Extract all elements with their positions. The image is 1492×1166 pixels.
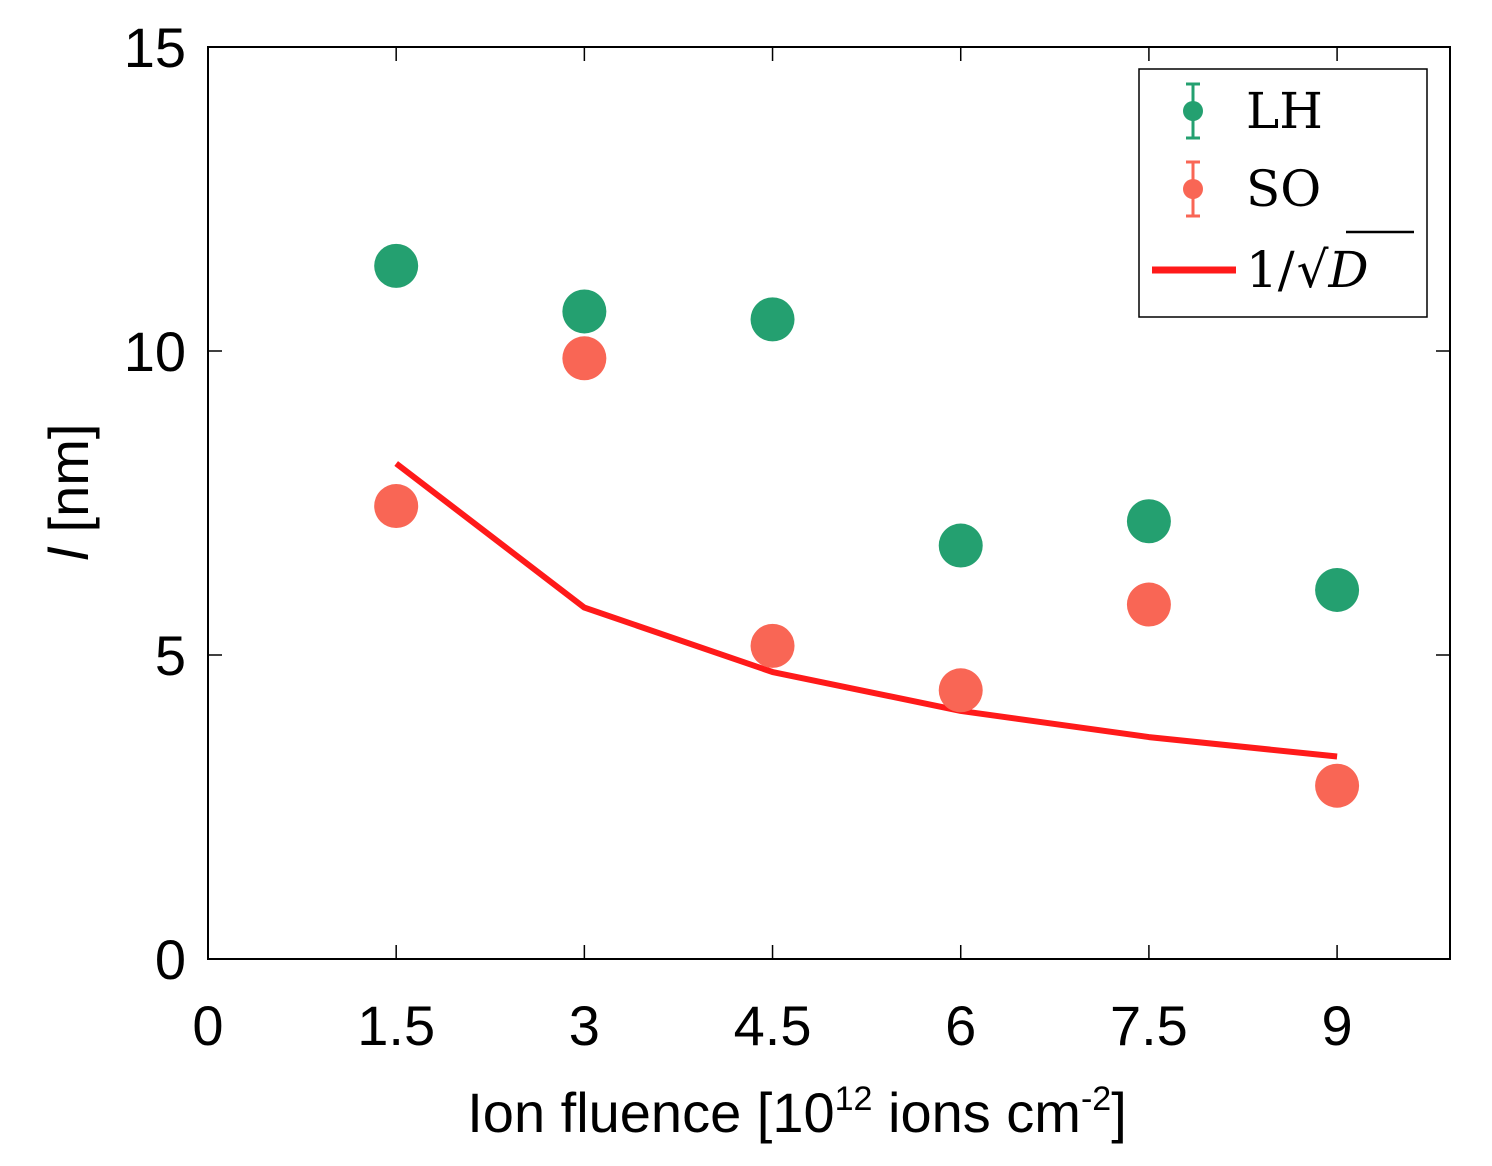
x-tick-label: 3 [569, 994, 600, 1057]
data-point-so [1315, 763, 1360, 808]
scatter-points-layer [374, 243, 1360, 808]
legend-fit-sqrt-sign: √ [1297, 241, 1329, 299]
axis-ticks [208, 47, 1450, 959]
legend-so-marker [1183, 179, 1203, 199]
data-point-lh [562, 289, 607, 334]
x-tick-label: 4.5 [734, 994, 812, 1057]
legend-fit-radicand: D [1328, 241, 1369, 299]
data-point-so [750, 623, 795, 668]
legend-entry-fit: 1/√D [1152, 230, 1414, 299]
x-tick-label: 0 [192, 994, 223, 1057]
legend-entry-so: SO [1183, 160, 1321, 218]
x-tick-label: 6 [945, 994, 976, 1057]
fit-line [394, 461, 1338, 760]
data-point-lh [374, 243, 419, 288]
x-tick-label: 7.5 [1110, 994, 1188, 1057]
y-axis-title-symbol: l [37, 546, 100, 560]
y-tick-label: 0 [155, 928, 186, 991]
data-point-lh [938, 523, 983, 568]
legend-fit-label: 1/√D [1246, 241, 1369, 299]
x-axis-title-middle: ions cm [872, 1081, 1081, 1144]
x-axis-title: Ion fluence [1012 ions cm-2] [467, 1080, 1127, 1144]
data-point-lh [1315, 567, 1360, 612]
data-point-lh [750, 297, 795, 342]
legend-lh-marker [1183, 101, 1203, 121]
fit-line-layer [394, 461, 1338, 760]
y-tick-label: 10 [124, 320, 186, 383]
data-point-lh [1126, 499, 1171, 544]
x-tick-label: 1.5 [357, 994, 435, 1057]
axis-tick-labels: 0 5 10 15 0 1.5 3 4.5 6 7.5 9 [124, 16, 1353, 1057]
data-point-so [938, 668, 983, 713]
legend-lh-label: LH [1246, 82, 1323, 140]
x-axis-title-main: Ion fluence [10 [467, 1081, 834, 1144]
legend-fit-numerator: 1/ [1246, 241, 1295, 299]
plot-frame [207, 46, 1451, 960]
legend: LH SO 1/√D [1138, 68, 1428, 318]
legend-so-label: SO [1246, 160, 1321, 218]
data-point-so [1126, 582, 1171, 627]
data-point-so [374, 484, 419, 529]
x-axis-title-sup2: -2 [1081, 1080, 1111, 1118]
y-tick-label: 15 [124, 16, 186, 79]
data-point-so [562, 336, 607, 381]
y-axis-title: l [nm] [37, 424, 100, 561]
legend-entry-lh: LH [1183, 82, 1323, 140]
y-tick-label: 5 [155, 624, 186, 687]
x-axis-title-sup1: 12 [835, 1080, 873, 1118]
x-tick-label: 9 [1322, 994, 1353, 1057]
x-axis-title-end: ] [1111, 1081, 1127, 1144]
y-axis-title-unit: [nm] [37, 424, 100, 548]
